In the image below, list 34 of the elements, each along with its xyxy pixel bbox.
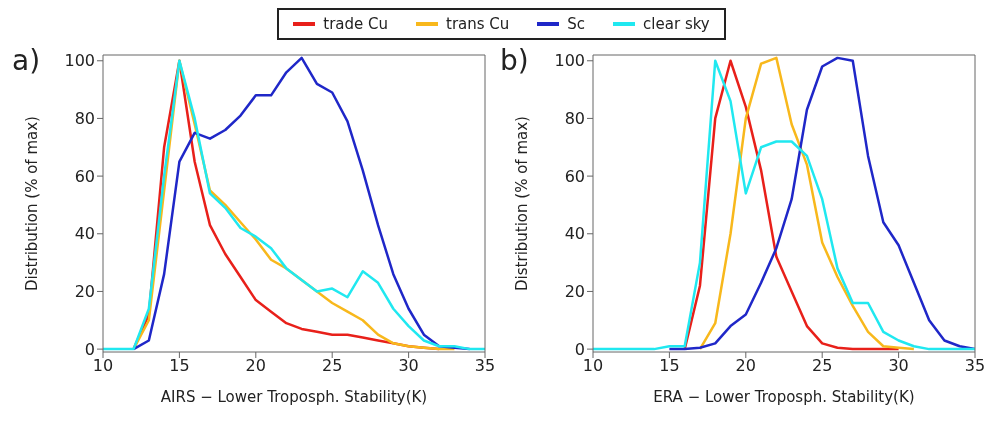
legend-label: Sc: [567, 15, 586, 33]
y-tick-label: 60: [564, 166, 585, 186]
y-tick-label: 60: [74, 166, 95, 186]
x-axis-title: AIRS − Lower Troposph. Stability(K): [160, 388, 428, 406]
x-tick-label: 20: [735, 356, 756, 376]
y-tick-label: 0: [84, 339, 95, 359]
y-axis-title: Distribution (% of max): [23, 116, 42, 291]
y-axis-title: Distribution (% of max): [513, 116, 532, 291]
y-tick-label: 40: [74, 224, 95, 244]
legend-label: clear sky: [643, 15, 710, 33]
x-tick-label: 15: [659, 356, 680, 376]
x-tick-label: 35: [964, 356, 986, 376]
x-tick-label: 30: [398, 356, 419, 376]
y-tick-label: 80: [564, 109, 585, 129]
x-tick-label: 15: [169, 356, 190, 376]
y-tick-label: 20: [564, 282, 585, 302]
x-tick-label: 10: [92, 356, 114, 376]
x-axis-title: ERA − Lower Troposph. Stability(K): [653, 388, 915, 406]
y-tick-label: 100: [64, 51, 95, 71]
y-tick-label: 0: [574, 339, 585, 359]
y-tick-label: 100: [554, 51, 585, 71]
x-tick-label: 30: [888, 356, 909, 376]
y-tick-label: 80: [74, 109, 95, 129]
y-tick-label: 20: [74, 282, 95, 302]
x-tick-label: 35: [474, 356, 496, 376]
y-tick-label: 40: [564, 224, 585, 244]
x-tick-label: 25: [322, 356, 343, 376]
x-tick-label: 25: [812, 356, 833, 376]
chart-title: b): [500, 44, 529, 77]
x-tick-label: 20: [245, 356, 266, 376]
legend-label: trans Cu: [446, 15, 510, 33]
chart-title: a): [12, 44, 41, 77]
legend-label: trade Cu: [323, 15, 389, 33]
x-tick-label: 10: [582, 356, 604, 376]
